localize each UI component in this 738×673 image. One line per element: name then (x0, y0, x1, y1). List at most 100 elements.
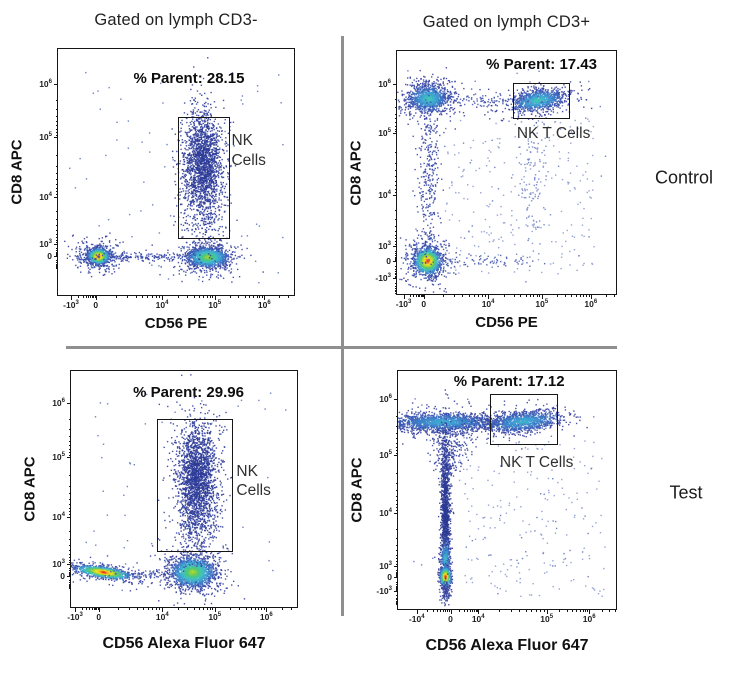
x-minor-tick (463, 609, 465, 612)
x-minor-tick (290, 607, 292, 610)
y-axis-label: CD8 APC (348, 457, 366, 523)
x-tick-label: -103 (67, 612, 83, 622)
x-tick-label: 105 (540, 614, 554, 624)
x-minor-tick (443, 294, 445, 297)
x-tick-mark (266, 607, 268, 612)
y-minor-tick (55, 129, 58, 130)
x-minor-tick (177, 295, 179, 298)
y-minor-tick (395, 472, 398, 474)
gate-label: NK T Cells (516, 124, 591, 142)
y-minor-tick (395, 538, 398, 540)
x-minor-tick (155, 295, 157, 298)
y-minor-tick (55, 242, 58, 244)
y-minor-tick (395, 554, 398, 556)
x-minor-tick (462, 294, 464, 297)
y-tick-label: 105 (379, 450, 392, 461)
percent-parent-label: % Parent: 28.15 (133, 69, 245, 87)
x-minor-tick (178, 607, 180, 610)
y-minor-tick (68, 448, 71, 450)
flow-plot-test-cd3neg: CD8 APC % Parent: 29.96 NK Cells -103 0 10… (22, 370, 298, 652)
y-minor-tick (55, 132, 58, 134)
y-tick-mark (66, 402, 71, 404)
x-minor-tick (82, 607, 84, 610)
y-minor-tick (55, 262, 58, 264)
x-minor-tick (229, 295, 231, 298)
y-minor-tick (68, 503, 71, 505)
y-minor-tick (395, 602, 398, 604)
y-tick-label: 105 (52, 452, 65, 463)
y-minor-tick (55, 255, 58, 257)
y-minor-tick (394, 244, 397, 245)
y-minor-tick (395, 415, 398, 417)
y-minor-tick (55, 230, 58, 232)
x-minor-tick (472, 609, 474, 612)
y-minor-tick (394, 234, 397, 236)
gate-label: NK T Cells (499, 454, 574, 472)
y-tick-label: 106 (39, 78, 52, 89)
x-minor-tick (129, 607, 131, 610)
y-minor-tick (55, 109, 58, 111)
y-minor-tick (394, 170, 397, 172)
y-tick-mark (53, 137, 58, 139)
x-axis-label: CD56 Alexa Fluor 647 (425, 637, 589, 654)
x-minor-tick (448, 609, 450, 612)
x-minor-tick (498, 609, 500, 612)
x-tick-label: 105 (208, 300, 222, 310)
y-minor-tick (68, 493, 71, 495)
y-tick-label: -103 (375, 273, 391, 284)
x-tick-mark (488, 294, 490, 299)
x-minor-tick (93, 607, 95, 610)
x-axis-label: CD56 PE (475, 314, 538, 331)
y-minor-tick (68, 511, 71, 513)
y-minor-tick (55, 250, 58, 252)
y-minor-tick (394, 107, 397, 109)
y-minor-tick (394, 271, 397, 273)
plot-area: % Parent: 29.96 NK Cells -103 0 104 105 106 1… (52, 370, 298, 622)
y-minor-tick (395, 590, 398, 592)
y-tick-mark (393, 398, 398, 400)
y-minor-tick (68, 559, 71, 561)
x-axis-label: CD56 Alexa Fluor 647 (102, 635, 266, 652)
x-minor-tick (86, 607, 88, 610)
plot-area: % Parent: 28.15 NK Cells -103 0 104 105 106 1… (39, 48, 295, 310)
x-minor-tick (198, 295, 200, 298)
x-tick-mark (478, 609, 480, 614)
y-minor-tick (395, 600, 398, 602)
y-minor-tick (68, 485, 71, 487)
x-tick-label: 105 (208, 612, 222, 622)
row-label-control: Control (654, 167, 714, 188)
y-axis-label: CD8 APC (8, 139, 26, 205)
y-minor-tick (394, 266, 397, 268)
percent-parent-label: % Parent: 29.96 (133, 383, 244, 401)
x-minor-tick (256, 295, 258, 298)
y-tick-label: 103 (39, 239, 52, 250)
x-tick-mark (75, 607, 77, 612)
y-minor-tick (55, 255, 58, 257)
x-minor-tick (135, 295, 137, 298)
x-tick-label: -104 (408, 614, 425, 624)
y-minor-tick (395, 563, 398, 565)
x-minor-tick (152, 607, 154, 610)
y-minor-tick (395, 569, 398, 571)
y-minor-tick (68, 419, 71, 421)
y-minor-tick (394, 225, 397, 227)
y-tick-label: 103 (378, 241, 391, 252)
x-minor-tick (159, 295, 161, 298)
x-minor-tick (115, 295, 117, 298)
x-minor-tick (422, 294, 424, 297)
x-minor-tick (468, 294, 470, 297)
y-tick-mark (66, 457, 71, 459)
x-minor-tick (259, 295, 261, 298)
y-tick-label: 105 (378, 128, 391, 139)
x-minor-tick (536, 294, 538, 297)
gate-rectangle (512, 82, 570, 119)
x-minor-tick (78, 295, 80, 298)
x-minor-tick (432, 609, 434, 612)
y-minor-tick (395, 581, 398, 583)
x-minor-tick (585, 609, 587, 612)
gate-label: NK Cells (231, 132, 266, 169)
y-minor-tick (394, 259, 397, 261)
x-minor-tick (556, 294, 558, 297)
y-minor-tick (68, 575, 71, 577)
